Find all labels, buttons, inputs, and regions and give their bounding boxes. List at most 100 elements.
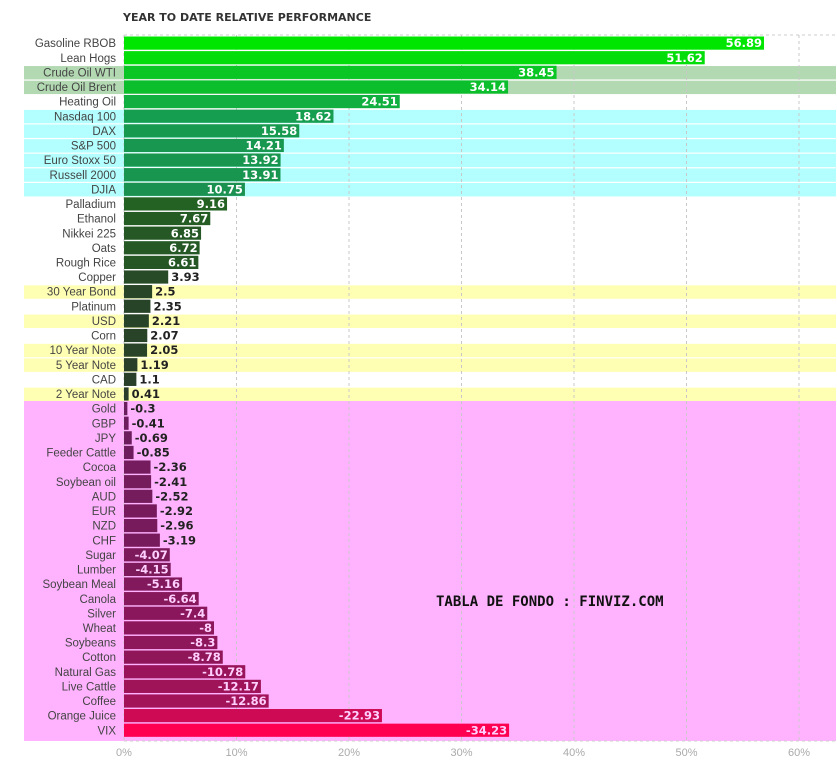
x-tick-label: 50% [675, 747, 697, 759]
bar-row: Soybean Meal -5.16 [42, 577, 183, 591]
bar-row: CHF -3.19 [92, 533, 196, 547]
value-label: -7.4 [180, 606, 205, 620]
bar [124, 51, 705, 65]
bar [124, 343, 148, 357]
value-label: -0.85 [137, 446, 170, 460]
bar-row: Orange Juice -22.93 [48, 709, 382, 723]
bar-row: Soybean oil -2.41 [56, 475, 187, 489]
value-label: 13.91 [242, 168, 278, 182]
bar [124, 168, 281, 182]
bar-row: AUD -2.52 [92, 489, 189, 503]
value-label: -5.16 [147, 577, 180, 591]
value-label: 1.19 [140, 358, 168, 372]
highlight-band-bonds-currency [24, 343, 836, 358]
bar-row: VIX -34.23 [97, 723, 510, 737]
bar-row: Nasdaq 100 18.62 [54, 109, 334, 123]
bar [124, 182, 245, 196]
category-label: Cocoa [83, 462, 117, 474]
category-label: VIX [97, 725, 116, 737]
category-label: Palladium [66, 199, 117, 211]
bar-row: Natural Gas -10.78 [55, 665, 246, 679]
bar [124, 665, 246, 679]
value-label: -0.69 [135, 431, 168, 445]
bar [124, 650, 223, 664]
value-label: -0.41 [132, 416, 165, 430]
x-tick-label: 40% [563, 747, 585, 759]
bar-row: Russell 2000 13.91 [50, 168, 281, 182]
value-label: 13.92 [242, 153, 278, 167]
bar-row: JPY -0.69 [95, 431, 168, 445]
bar [124, 285, 153, 299]
bar-row: Corn 2.07 [91, 329, 179, 343]
bar [124, 489, 153, 503]
bar [124, 606, 208, 620]
bar-row: Crude Oil Brent 34.14 [37, 80, 509, 94]
bar-row: Sugar -4.07 [85, 548, 170, 562]
category-label: Gasoline RBOB [35, 38, 117, 50]
value-label: 2.35 [153, 299, 181, 313]
value-label: 14.21 [245, 139, 281, 153]
category-label: Soybeans [65, 638, 116, 650]
value-label: 6.72 [169, 241, 197, 255]
value-label: 3.93 [171, 270, 199, 284]
value-label: 34.14 [470, 80, 506, 94]
bar-row: Palladium 9.16 [66, 197, 228, 211]
category-label: 30 Year Bond [47, 287, 116, 299]
bar [124, 475, 152, 489]
value-label: 0.41 [132, 387, 160, 401]
bar [124, 416, 129, 430]
category-label: Silver [87, 608, 116, 620]
value-label: 6.85 [171, 226, 199, 240]
bar-row: S&P 500 14.21 [71, 139, 284, 153]
category-label: Copper [78, 272, 116, 284]
category-label: DJIA [91, 184, 116, 196]
bar [124, 80, 509, 94]
bar-row: Feeder Cattle -0.85 [46, 446, 169, 460]
bar-row: Soybeans -8.3 [65, 636, 218, 650]
category-label: Crude Oil Brent [37, 82, 117, 94]
category-label: 5 Year Note [56, 360, 116, 372]
value-label: -4.07 [135, 548, 168, 562]
bar-row: DJIA 10.75 [91, 182, 245, 196]
value-label: 51.62 [666, 51, 702, 65]
category-label: 2 Year Note [56, 389, 116, 401]
bar-row: Rough Rice 6.61 [56, 256, 199, 270]
bar [124, 679, 261, 693]
value-label: 56.89 [726, 36, 762, 50]
bar-row: USD 2.21 [92, 314, 181, 328]
bar-row: Euro Stoxx 50 13.92 [44, 153, 281, 167]
bar-row: Wheat -8 [83, 621, 214, 635]
category-label: Lumber [77, 565, 116, 577]
bar [124, 94, 400, 109]
value-label: 1.1 [139, 372, 159, 386]
category-label: Heating Oil [59, 97, 116, 109]
value-label: -2.36 [154, 460, 187, 474]
highlight-band-bonds-currency [24, 387, 836, 402]
value-label: -3.19 [163, 533, 196, 547]
bar-row: 10 Year Note 2.05 [49, 343, 178, 357]
bar [124, 518, 158, 533]
x-tick-label: 20% [338, 747, 360, 759]
bar [124, 445, 134, 460]
bar [124, 694, 269, 708]
value-label: -2.96 [160, 519, 193, 533]
bar [124, 562, 171, 577]
category-label: Sugar [85, 550, 116, 562]
category-label: EUR [92, 506, 116, 518]
bar-row: 2 Year Note 0.41 [56, 387, 160, 401]
value-label: -22.93 [339, 709, 380, 723]
bar [124, 65, 557, 79]
category-label: Ethanol [77, 214, 116, 226]
bar-row: GBP -0.41 [92, 416, 165, 430]
value-label: -0.3 [130, 402, 155, 416]
category-label: Crude Oil WTI [43, 67, 116, 79]
value-label: -12.86 [226, 694, 267, 708]
bar-row: Coffee -12.86 [82, 694, 269, 708]
value-label: -10.78 [202, 665, 243, 679]
bar-row: Platinum 2.35 [71, 299, 182, 313]
bar [124, 533, 160, 547]
value-label: -6.64 [164, 592, 197, 606]
bar-row: Nikkei 225 6.85 [62, 226, 202, 240]
bar [124, 592, 199, 606]
